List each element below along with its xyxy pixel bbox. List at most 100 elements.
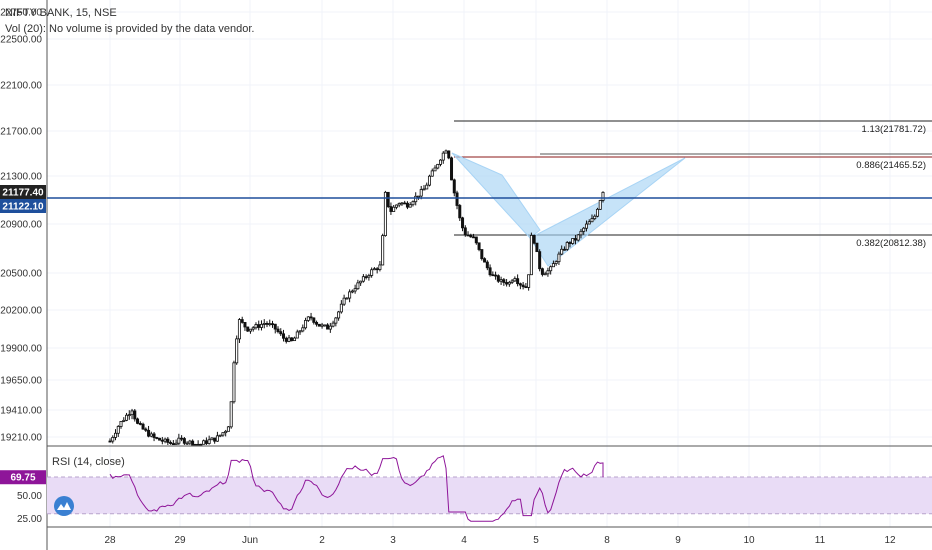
candle [595, 207, 599, 218]
candle [265, 321, 269, 328]
candle [367, 273, 371, 281]
candle [290, 337, 294, 342]
candle [518, 282, 522, 290]
candle [491, 271, 495, 277]
candle [114, 429, 118, 441]
svg-text:21122.10: 21122.10 [2, 202, 44, 213]
candle [251, 326, 255, 332]
candle [207, 435, 211, 445]
candle [535, 242, 539, 253]
pattern-triangle-xab[interactable] [451, 152, 541, 239]
price-tick-label: 20200.00 [0, 306, 42, 317]
time-axis[interactable]: 28 29 Jun 2 3 4 5 8 9 10 11 12 [104, 535, 896, 546]
time-tick-label: 12 [884, 535, 896, 546]
candle [427, 174, 431, 187]
fib-label: 1.13(21781.72) [862, 124, 926, 135]
candle [394, 204, 398, 210]
candle [144, 427, 148, 432]
candle [152, 432, 156, 442]
line-price-tag[interactable]: 21122.10 [0, 199, 46, 213]
candle [279, 328, 283, 337]
fib-label: 0.382(20812.38) [856, 238, 926, 249]
time-tick-label: 5 [533, 535, 539, 546]
candle [455, 190, 459, 210]
candle [573, 234, 577, 245]
candle [180, 435, 184, 442]
candle [193, 443, 197, 446]
price-tick-label: 22100.00 [0, 81, 42, 92]
candle [163, 437, 167, 444]
candle [540, 267, 544, 277]
price-tick-label: 20500.00 [0, 269, 42, 280]
candle [557, 251, 561, 265]
candle [452, 178, 456, 197]
candle [568, 241, 572, 248]
candle [229, 401, 233, 429]
candle [218, 434, 222, 438]
candle [524, 283, 528, 289]
harmonic-pattern[interactable] [451, 152, 686, 267]
candle [444, 149, 448, 154]
candle [463, 225, 467, 237]
candle [268, 319, 272, 327]
candle [405, 201, 409, 210]
candle [422, 185, 426, 191]
time-tick-label: Jun [242, 535, 258, 546]
candle [345, 297, 349, 300]
candle [166, 437, 170, 445]
candle [527, 274, 531, 291]
candle [226, 426, 230, 432]
candle [108, 438, 112, 443]
candle [282, 329, 286, 342]
candle [370, 267, 374, 278]
candle [298, 330, 302, 335]
rsi-tick-label: 25.00 [17, 514, 42, 525]
candle [372, 267, 376, 271]
candle [433, 165, 437, 172]
candle [334, 316, 338, 327]
symbol-legend[interactable]: NIFTY BANK, 15, NSE [5, 7, 117, 19]
candle [469, 233, 473, 238]
rsi-band [47, 477, 932, 514]
candle [177, 433, 181, 445]
candle [254, 322, 258, 330]
candle [359, 280, 363, 286]
candle [447, 150, 451, 160]
rsi-value-tag[interactable]: 69.75 [0, 470, 46, 485]
candle [516, 274, 520, 287]
candle [562, 246, 566, 251]
candle [408, 202, 412, 208]
candle [598, 199, 602, 210]
price-tick-label: 19900.00 [0, 344, 42, 355]
candle [182, 437, 186, 445]
price-axis[interactable]: 22750.00 22500.00 22100.00 21700.00 21300.00… [0, 8, 46, 525]
time-tick-label: 3 [390, 535, 396, 546]
fib-levels[interactable]: 1.13(21781.72) 0.886(21465.52) 0.382(20812… [454, 120, 932, 249]
candle [507, 280, 511, 287]
volume-legend[interactable]: Vol (20): No volume is provided by the d… [5, 23, 254, 35]
price-tick-label: 19650.00 [0, 376, 42, 387]
candle [381, 233, 385, 266]
candle [400, 202, 404, 206]
candle [306, 316, 310, 322]
candle [141, 422, 145, 430]
candle [582, 226, 586, 235]
candle [136, 417, 140, 425]
candle [549, 265, 553, 275]
candle [353, 284, 357, 294]
candle [505, 279, 509, 287]
candle [295, 329, 299, 339]
candle [587, 219, 591, 225]
candle [111, 435, 115, 444]
candle [348, 289, 352, 303]
candle [171, 440, 175, 446]
candle [590, 214, 594, 223]
current-price-tag[interactable]: 21177.40 [0, 185, 46, 199]
rsi-legend[interactable]: RSI (14, close) [52, 456, 125, 468]
candle [521, 281, 525, 290]
logo-icon[interactable] [54, 496, 74, 516]
time-tick-label: 10 [743, 535, 755, 546]
price-tick-label: 22750.00 [0, 8, 42, 19]
time-tick-label: 2 [319, 535, 325, 546]
